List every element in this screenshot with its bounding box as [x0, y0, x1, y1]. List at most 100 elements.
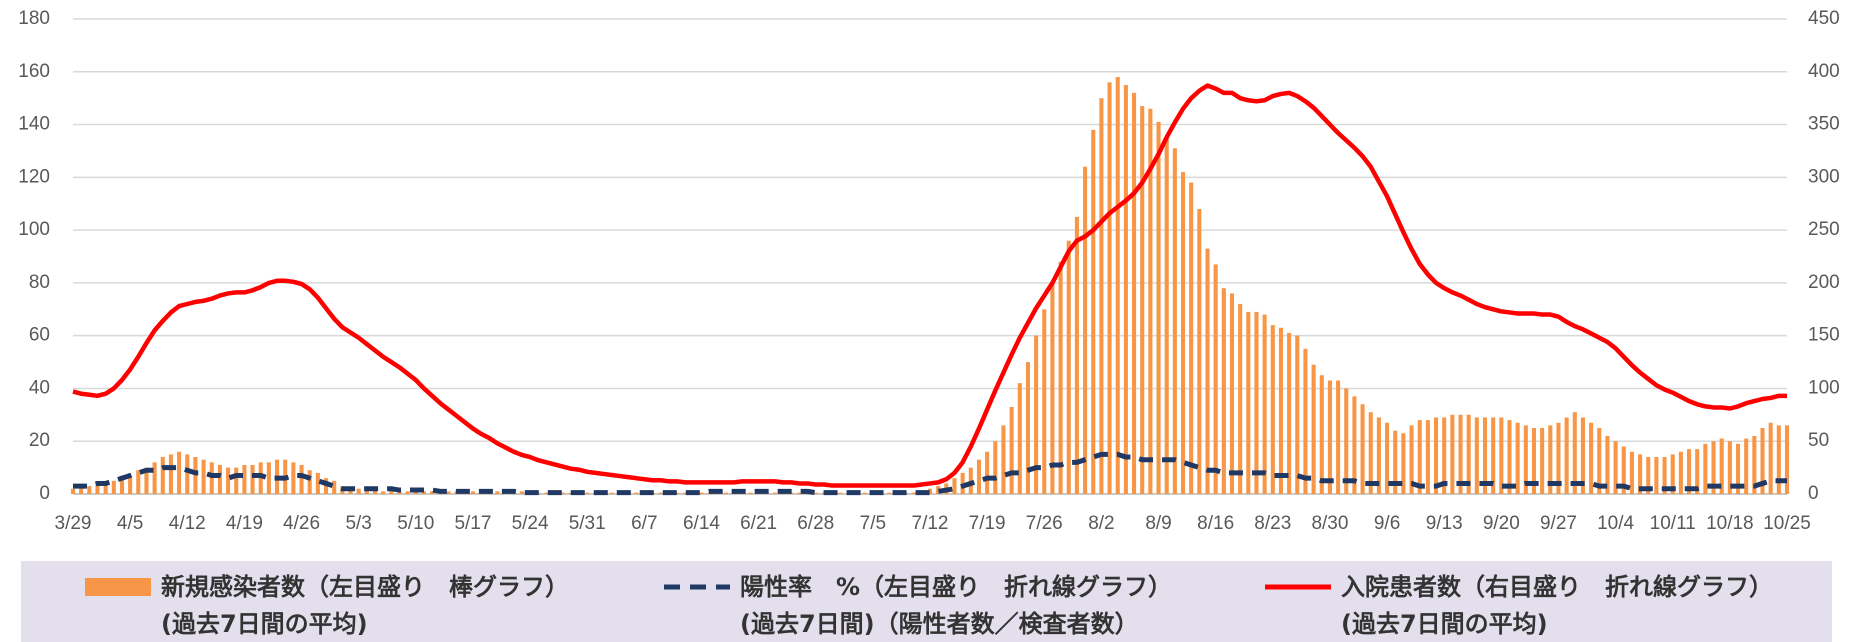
bar: [128, 475, 133, 494]
bar: [332, 480, 337, 494]
bar: [266, 462, 271, 494]
x-tick-label: 7/5: [860, 513, 886, 534]
bar: [1744, 438, 1749, 494]
bar: [1507, 420, 1512, 494]
bar: [1687, 449, 1692, 494]
bar: [952, 478, 957, 494]
bar: [1662, 457, 1667, 494]
bar: [1099, 98, 1104, 495]
bar: [1262, 314, 1267, 494]
bar: [1140, 106, 1145, 494]
y-tick-label: 180: [18, 8, 50, 29]
y-tick-label: 20: [29, 430, 50, 451]
bar: [1491, 417, 1496, 494]
x-tick-label: 5/24: [512, 513, 549, 534]
bar: [95, 483, 100, 494]
bar: [1564, 417, 1569, 494]
line-series: [72, 83, 1787, 488]
bar: [193, 457, 198, 494]
bar: [1221, 288, 1226, 494]
bar: [1213, 264, 1218, 494]
x-tick-label: 6/21: [740, 513, 777, 534]
bar: [258, 462, 263, 494]
bar: [1303, 348, 1308, 494]
y-tick-label: 0: [39, 483, 50, 504]
bar: [1752, 435, 1757, 494]
x-tick-label: 7/19: [969, 513, 1006, 534]
bar: [397, 491, 402, 494]
bar: [1287, 333, 1292, 494]
bar: [1540, 428, 1545, 494]
x-tick-label: 10/11: [1650, 513, 1696, 534]
bar: [1278, 327, 1284, 494]
bar: [960, 472, 965, 494]
bar: [1572, 412, 1577, 494]
legend-label: 新規感染者数（左目盛り 棒グラフ）: [161, 573, 569, 601]
y2-tick-label: 400: [1808, 61, 1840, 82]
bar: [1433, 417, 1439, 494]
y2-tick-label: 100: [1808, 377, 1840, 398]
bar: [168, 454, 173, 494]
x-tick-label: 8/30: [1311, 513, 1348, 534]
y-tick-label: 140: [18, 114, 50, 135]
legend-sublabel: (過去7日間)（陽性者数／検査者数）: [740, 610, 1139, 638]
bar: [291, 462, 296, 494]
bar: [936, 486, 941, 494]
bar: [1703, 443, 1708, 494]
bar: [1621, 446, 1626, 494]
bar: [658, 492, 663, 494]
bar: [152, 462, 157, 494]
x-tick-label: 7/12: [912, 513, 949, 534]
bar: [674, 492, 680, 494]
x-tick-label: 10/18: [1706, 513, 1754, 534]
bar: [1344, 388, 1349, 494]
bar: [1613, 441, 1618, 494]
bar: [111, 480, 116, 494]
bar: [1401, 433, 1406, 494]
y2-tick-label: 0: [1808, 483, 1819, 504]
bar: [1466, 414, 1471, 494]
x-tick-label: 8/9: [1145, 513, 1171, 534]
bar: [1180, 172, 1186, 495]
bar: [544, 492, 549, 494]
legend-box: [21, 561, 1832, 642]
bar: [968, 467, 973, 494]
x-tick-label: 4/19: [226, 513, 263, 534]
bar: [976, 459, 982, 494]
bar: [585, 492, 590, 494]
bar: [1270, 325, 1275, 494]
bar: [1695, 449, 1700, 494]
legend-label: 入院患者数（右目盛り 折れ線グラフ）: [1341, 573, 1773, 601]
bar: [160, 457, 165, 494]
bar: [1091, 129, 1096, 495]
bar: [1319, 375, 1324, 494]
bar: [381, 491, 386, 494]
bar: [1474, 417, 1479, 494]
bar: [1050, 282, 1055, 494]
bar: [772, 492, 777, 494]
bar: [119, 478, 125, 494]
bar: [87, 486, 92, 494]
bar: [1719, 438, 1724, 494]
bar: [1172, 148, 1177, 495]
y2-tick-label: 150: [1808, 325, 1840, 346]
x-tick-label: 4/26: [283, 513, 320, 534]
bar: [1123, 84, 1128, 494]
bar: [1458, 414, 1463, 494]
x-tick-label: 6/28: [797, 513, 834, 534]
x-tick-label: 8/23: [1254, 513, 1291, 534]
bar: [250, 464, 255, 494]
bar: [1083, 166, 1088, 494]
x-tick-label: 10/4: [1597, 513, 1634, 534]
y2-tick-label: 350: [1808, 114, 1840, 135]
bar: [1189, 182, 1194, 494]
bar: [1205, 248, 1210, 494]
bar: [1066, 240, 1071, 494]
x-tick-label: 9/20: [1483, 513, 1520, 534]
bar: [1589, 422, 1594, 494]
bar: [177, 451, 182, 494]
bar: [1017, 383, 1022, 494]
bar: [136, 470, 141, 494]
bar: [1164, 137, 1169, 494]
